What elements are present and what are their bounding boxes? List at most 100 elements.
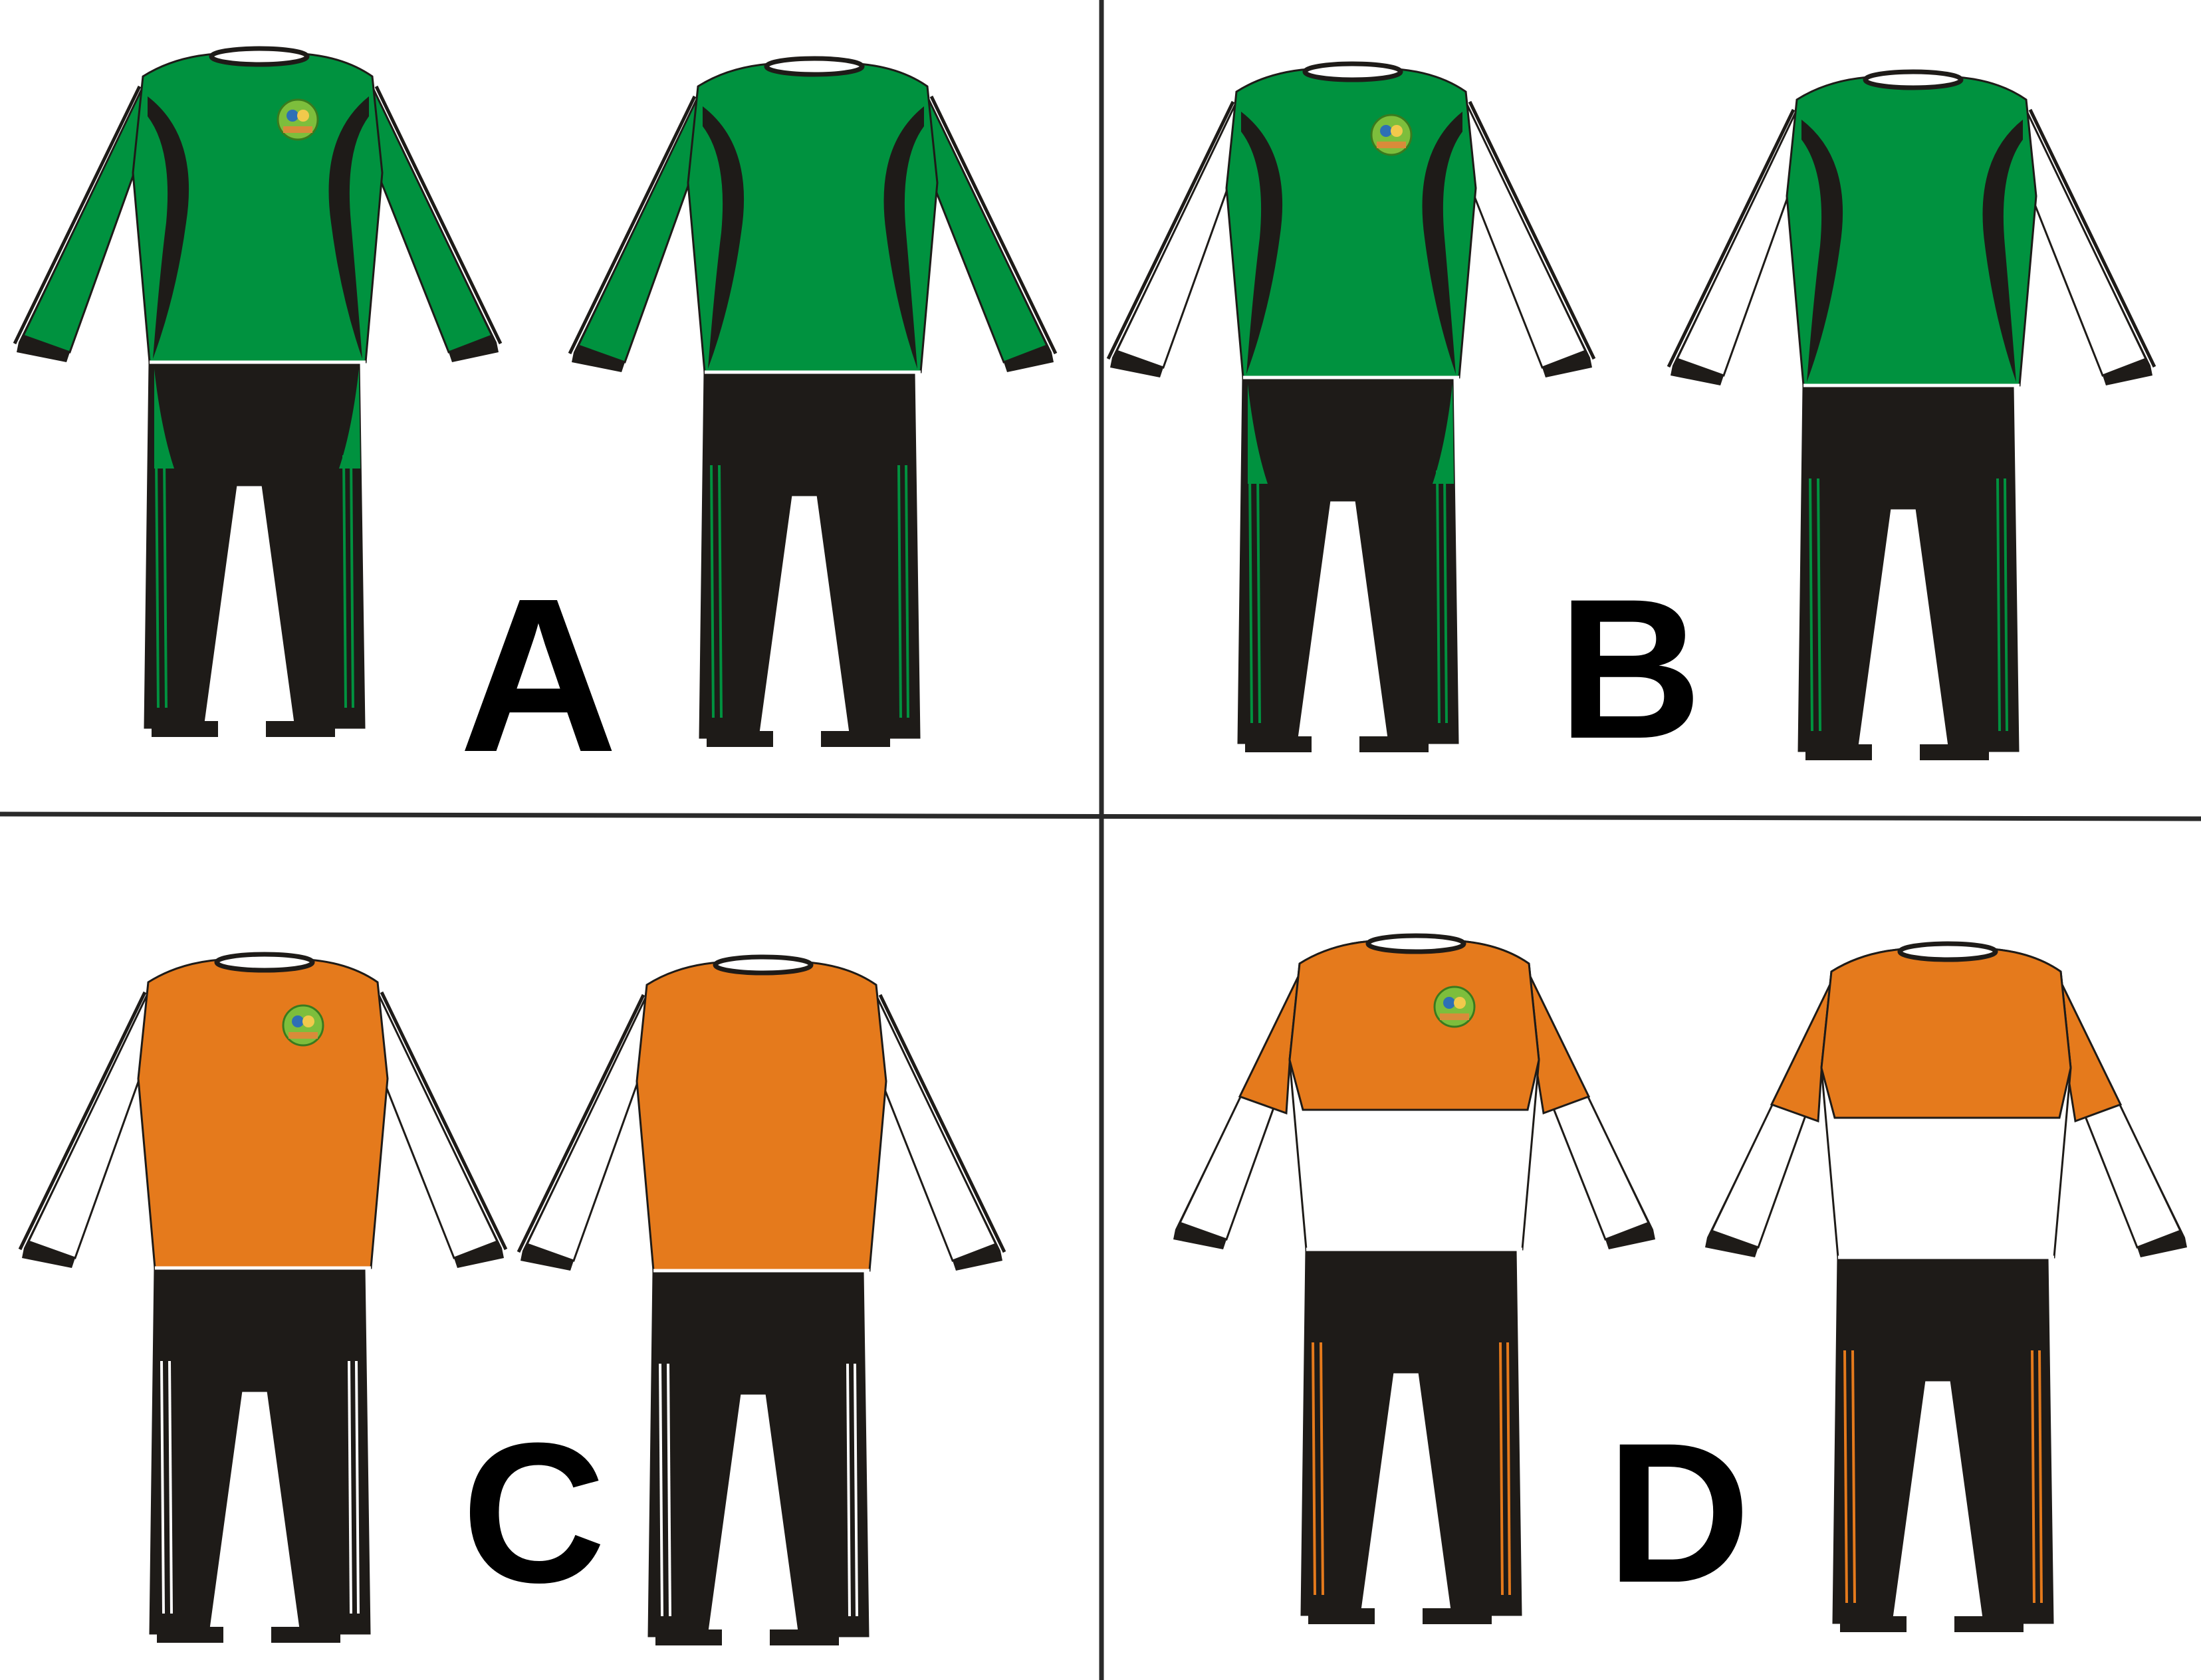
shirt-body-upper	[1288, 939, 1540, 1111]
right-swoosh	[883, 106, 924, 369]
pants-stripe-4	[1499, 1342, 1504, 1596]
shirt	[137, 958, 389, 1270]
pants-stripe-3	[355, 1360, 360, 1614]
left-swoosh	[1241, 112, 1283, 374]
pants-stripe-4	[897, 465, 902, 718]
pants	[1237, 376, 1459, 752]
crest-figure-2	[1454, 997, 1466, 1009]
quadrant-label-c: C	[462, 1401, 606, 1624]
pants-stripe-1	[659, 1363, 663, 1617]
shirt	[687, 62, 939, 374]
shirt	[1820, 947, 2072, 1259]
pants-stripe-1	[1248, 470, 1253, 724]
school-crest-icon	[1370, 114, 1413, 156]
crest-figure-2	[1391, 125, 1403, 137]
pants-right-panel	[1433, 384, 1454, 484]
pants-stripe-4	[342, 455, 347, 708]
left-swoosh	[1801, 120, 1843, 382]
pants-stripe-1	[1312, 1342, 1316, 1596]
crest-banner	[1440, 1013, 1469, 1020]
outfit-2	[568, 56, 1058, 747]
outfit-1	[13, 46, 503, 737]
pants	[699, 371, 921, 747]
right-swoosh	[328, 96, 369, 359]
right-sleeve-trim	[878, 994, 1006, 1253]
shirt-body	[636, 960, 887, 1272]
pants-stripe-1	[1843, 1350, 1848, 1604]
pants	[647, 1269, 869, 1645]
crest-figure-1	[1380, 125, 1392, 137]
horizontal-divider	[0, 811, 2201, 821]
collar	[209, 46, 310, 67]
collar	[1897, 941, 1998, 962]
pants-left-cuff	[655, 1629, 722, 1645]
quadrant-b	[1106, 61, 2156, 760]
left-swoosh	[703, 106, 745, 369]
pants-left-cuff	[1245, 736, 1312, 752]
collar	[1863, 69, 1964, 90]
right-sleeve-trim	[929, 95, 1058, 355]
pants-left-cuff	[1308, 1608, 1375, 1624]
quadrant-label-b: B	[1558, 557, 1702, 780]
pants-stripe-2	[168, 1360, 173, 1614]
quadrant-label-d: D	[1607, 1401, 1751, 1624]
pants-left-cuff	[707, 731, 773, 747]
pants	[144, 361, 366, 737]
pants-right-cuff	[1423, 1608, 1492, 1624]
outfit-2	[1705, 941, 2187, 1632]
pants-stripe-4	[1436, 470, 1441, 724]
school-crest-icon	[1433, 986, 1476, 1028]
left-sleeve-trim	[18, 991, 147, 1251]
pants-stripe-4	[846, 1363, 851, 1617]
quadrant-d	[1173, 933, 2187, 1632]
pants	[1300, 1248, 1522, 1624]
pants-stripe-1	[155, 455, 160, 708]
crest-figure-2	[302, 1015, 314, 1027]
pants-stripe-3	[2004, 478, 2008, 732]
shirt	[636, 960, 887, 1273]
pants	[1832, 1256, 2054, 1632]
left-sleeve-trim	[568, 95, 697, 355]
right-sleeve-trim	[380, 991, 508, 1251]
crest-ring	[1370, 114, 1413, 156]
school-crest-icon	[282, 1004, 324, 1047]
pants-stripe-1	[1809, 478, 1813, 732]
pants-left-panel	[1248, 384, 1268, 484]
pants-stripe-4	[2031, 1350, 2035, 1604]
outfit-2	[517, 954, 1006, 1645]
pants	[1797, 384, 2020, 760]
pants-stripe-2	[1320, 1342, 1324, 1596]
sleeves	[1106, 94, 1596, 377]
pants-stripe-2	[163, 455, 168, 708]
pants-stripe-3	[1443, 470, 1448, 724]
shirt	[1288, 939, 1540, 1251]
pants-stripe-2	[1851, 1350, 1856, 1604]
pants-right-cuff	[821, 731, 890, 747]
outfit-2	[1667, 69, 2156, 760]
pants-stripe-3	[1506, 1342, 1511, 1596]
right-swoosh	[1982, 120, 2023, 382]
pants-stripe-3	[350, 455, 354, 708]
pants-right-cuff	[1920, 744, 1989, 760]
right-sleeve-trim	[2028, 108, 2156, 368]
sleeves	[18, 985, 508, 1268]
crest-banner	[283, 126, 312, 133]
pants-right-cuff	[266, 721, 335, 737]
right-sleeve-trim	[374, 85, 503, 345]
pants-stripe-1	[160, 1360, 165, 1614]
left-sleeve-trim	[1667, 108, 1796, 368]
shirt	[132, 52, 384, 364]
pants-left-panel	[154, 369, 174, 469]
pants-stripe-2	[1256, 470, 1261, 724]
collar	[713, 954, 814, 976]
collar	[764, 56, 865, 77]
school-crest-icon	[277, 98, 319, 141]
pants-stripe-3	[2038, 1350, 2043, 1604]
crest-ring	[277, 98, 319, 141]
left-sleeve-trim	[517, 994, 645, 1253]
collar	[1365, 933, 1466, 954]
pants-stripe-3	[905, 465, 909, 718]
left-swoosh	[148, 96, 189, 359]
sleeves	[1667, 102, 2156, 385]
left-sleeve-trim	[13, 85, 142, 345]
